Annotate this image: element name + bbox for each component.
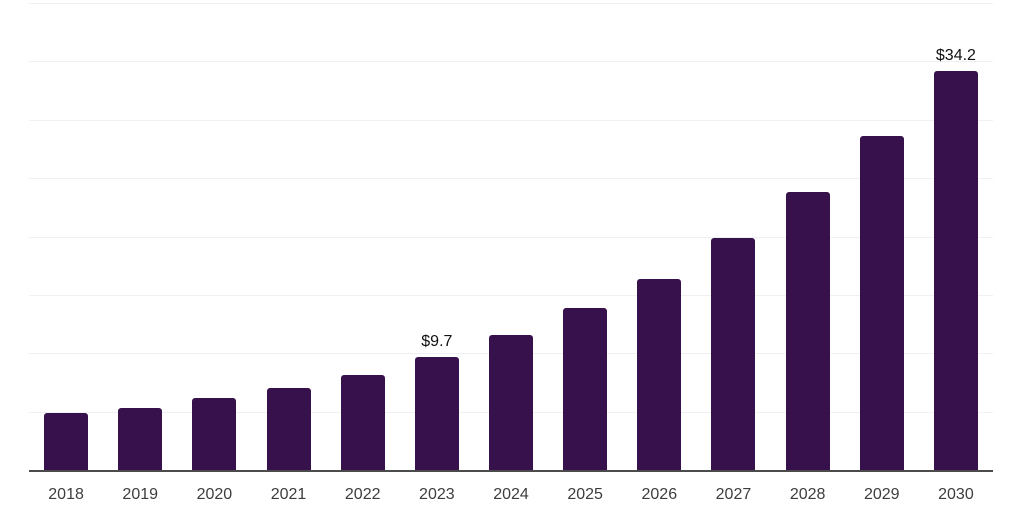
bar-2021 [266,388,311,470]
bar-2022 [340,375,385,470]
x-tick-2024: 2024 [493,486,529,503]
x-tick-2025: 2025 [567,486,603,503]
gridline-20 [29,236,993,238]
bar-2023 [414,356,459,470]
x-tick-2023: 2023 [419,486,455,503]
bar-2018 [44,412,89,470]
bar-2024 [489,334,533,470]
bar-2020 [192,397,237,470]
x-tick-2019: 2019 [122,486,159,503]
x-tick-2021: 2021 [270,486,307,503]
x-tick-2028: 2028 [789,486,826,503]
x-axis-line [29,470,993,472]
bar-2027 [711,237,756,470]
bar-2025 [563,307,608,470]
x-tick-2027: 2027 [715,486,752,503]
bar-2030 [933,70,978,470]
bar-2019 [118,408,163,470]
gridline-35 [29,61,993,63]
x-tick-2022: 2022 [344,486,381,503]
x-tick-2018: 2018 [48,486,84,503]
gridline-30 [29,119,993,121]
bar-2026 [637,278,682,470]
x-tick-2030: 2030 [938,486,974,503]
bar-2029 [859,136,904,470]
x-tick-2026: 2026 [641,486,678,503]
bar-2028 [785,192,830,470]
gridline-15 [29,294,993,296]
x-tick-2020: 2020 [196,486,233,503]
x-tick-2029: 2029 [863,486,900,503]
gridline-40 [29,3,993,4]
value-label-2030: $34.2 [935,46,976,64]
value-label-2023: $9.7 [421,332,453,350]
gridline-25 [29,178,993,180]
